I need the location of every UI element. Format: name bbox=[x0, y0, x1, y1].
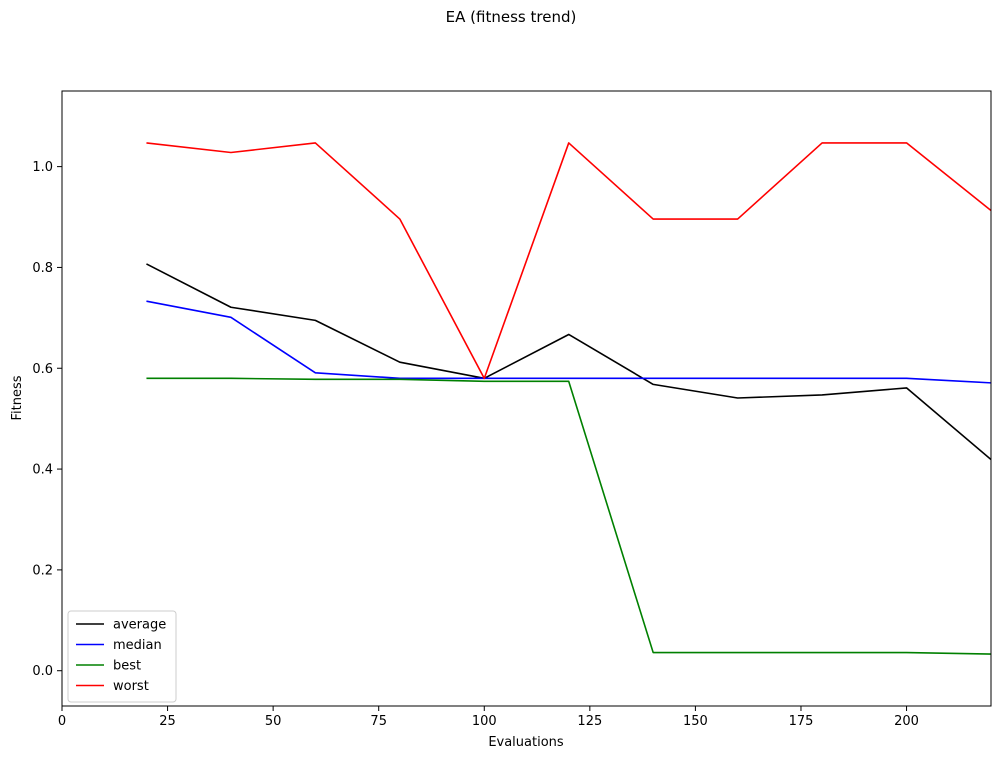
y-tick-label: 1.0 bbox=[32, 160, 53, 175]
x-tick-label: 75 bbox=[370, 714, 387, 729]
y-tick-label: 0.2 bbox=[32, 563, 53, 578]
series-line-median bbox=[146, 300, 991, 384]
y-axis-label: Fitness bbox=[10, 375, 25, 420]
y-tick-label: 0.8 bbox=[32, 261, 53, 276]
legend-box bbox=[67, 610, 177, 703]
x-tick-label: 125 bbox=[577, 714, 602, 729]
x-tick-label: 150 bbox=[683, 714, 708, 729]
y-tick-label: 0.0 bbox=[32, 664, 53, 679]
x-axis-label: Evaluations bbox=[488, 735, 564, 750]
legend-label-average: average bbox=[113, 618, 166, 633]
legend-label-best: best bbox=[113, 659, 141, 674]
y-axis: 0.0 0.2 0.4 0.6 0.8 1.0 bbox=[32, 160, 62, 679]
x-tick-label: 0 bbox=[58, 714, 66, 729]
x-tick-label: 25 bbox=[159, 714, 176, 729]
y-tick-label: 0.6 bbox=[32, 362, 53, 377]
y-tick-label: 0.4 bbox=[32, 463, 53, 478]
legend: average median best worst bbox=[67, 610, 177, 703]
series-line-best bbox=[146, 377, 991, 655]
series-line-worst bbox=[146, 142, 991, 380]
series-line-average bbox=[146, 263, 991, 461]
x-tick-label: 200 bbox=[894, 714, 919, 729]
legend-label-median: median bbox=[113, 638, 162, 653]
plot-frame bbox=[61, 90, 992, 707]
x-axis: 0 25 50 75 100 125 150 175 200 bbox=[58, 706, 919, 729]
x-tick-label: 100 bbox=[472, 714, 497, 729]
x-tick-label: 50 bbox=[265, 714, 282, 729]
series-lines bbox=[146, 142, 991, 655]
chart-title: EA (fitness trend) bbox=[446, 8, 577, 26]
x-tick-label: 175 bbox=[789, 714, 814, 729]
legend-label-worst: worst bbox=[113, 679, 149, 694]
plot-area bbox=[146, 142, 991, 655]
